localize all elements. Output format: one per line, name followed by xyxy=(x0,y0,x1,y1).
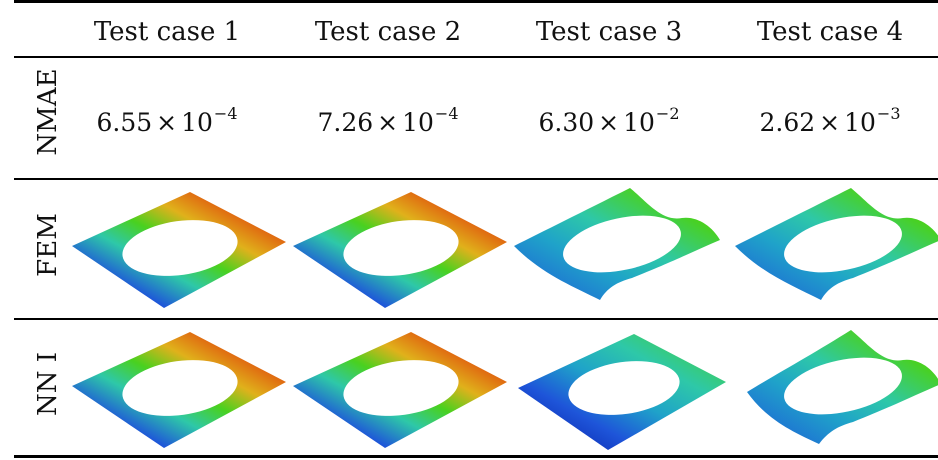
times-sign: × xyxy=(377,108,399,137)
nmae-value-test-case-1: 6.55 × 10−4 xyxy=(57,94,277,143)
base: 10 xyxy=(181,108,213,137)
fem-plate-test-case-3 xyxy=(512,182,732,312)
nn-plate-test-case-2 xyxy=(291,326,511,456)
nn-plate-test-case-3 xyxy=(512,326,732,456)
deformed-plate-image xyxy=(72,192,286,308)
row-label-fem: FEM xyxy=(33,213,63,277)
nn-plate-test-case-1 xyxy=(70,326,290,456)
table-top-rule xyxy=(14,0,938,3)
row-separator-rule xyxy=(14,178,938,180)
header-rule xyxy=(14,56,938,58)
deformed-plate-image xyxy=(72,332,286,448)
exponent: −2 xyxy=(655,104,680,123)
deformed-plate-image xyxy=(514,188,720,300)
deformed-plate-image xyxy=(747,330,938,444)
nn-plate-test-case-4 xyxy=(733,322,938,452)
nmae-value-test-case-4: 2.62 × 10−3 xyxy=(720,94,938,143)
nmae-value-test-case-3: 6.30 × 10−2 xyxy=(499,94,719,143)
column-header-test-case-2: Test case 2 xyxy=(314,17,462,47)
base: 10 xyxy=(402,108,434,137)
fem-plate-test-case-2 xyxy=(291,186,511,316)
exponent: −4 xyxy=(434,104,459,123)
column-header-test-case-4: Test case 4 xyxy=(756,17,904,47)
column-header-test-case-1: Test case 1 xyxy=(93,17,241,47)
mantissa: 2.62 xyxy=(759,108,816,137)
mantissa: 7.26 xyxy=(317,108,374,137)
deformed-plate-image xyxy=(293,192,507,308)
row-label-nn: NN I xyxy=(33,351,63,417)
table-bottom-rule xyxy=(14,455,938,458)
nmae-value-test-case-2: 7.26 × 10−4 xyxy=(278,94,498,143)
times-sign: × xyxy=(156,108,178,137)
fem-plate-test-case-1 xyxy=(70,186,290,316)
mantissa: 6.55 xyxy=(96,108,153,137)
row-separator-rule xyxy=(14,318,938,320)
times-sign: × xyxy=(819,108,841,137)
deformed-plate-image xyxy=(293,332,507,448)
exponent: −3 xyxy=(876,104,901,123)
exponent: −4 xyxy=(213,104,238,123)
mantissa: 6.30 xyxy=(538,108,595,137)
base: 10 xyxy=(623,108,655,137)
deformed-plate-image xyxy=(735,188,938,300)
base: 10 xyxy=(844,108,876,137)
times-sign: × xyxy=(598,108,620,137)
fem-plate-test-case-4 xyxy=(733,182,938,312)
deformed-plate-image xyxy=(518,334,726,450)
column-header-test-case-3: Test case 3 xyxy=(535,17,683,47)
